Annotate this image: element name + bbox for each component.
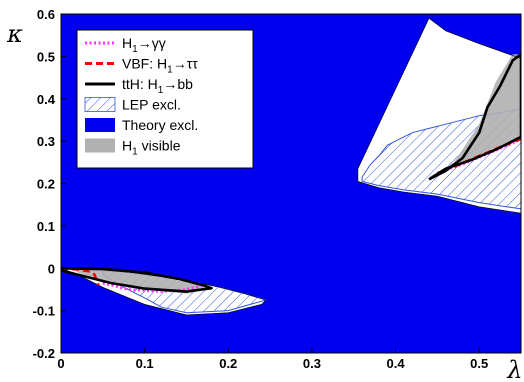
h1-visible-region-upper [429,54,521,178]
series-line-0-segment-0 [102,281,204,293]
legend-entry: H1→γγ [85,35,166,55]
x-tick-label: 0 [57,356,64,371]
legend-label-subscript: 1 [132,44,138,55]
legend-label: Theory excl. [122,117,198,133]
x-tick-label: 0.5 [470,356,488,371]
plot-area [61,14,521,353]
y-axis-label: κ [6,20,23,48]
y-tick-label: -0.1 [33,304,55,319]
legend-swatch-box [85,118,115,132]
y-tick-label: 0 [48,261,55,276]
legend-swatch-box [84,97,116,112]
legend-label-subscript: 1 [167,65,173,76]
series-line-2-segment-0 [61,267,213,293]
legend-label-rest: →ττ [173,56,199,72]
legend-label-main: Theory excl. [122,117,198,133]
y-tick-label: 0.1 [37,219,55,234]
legend-label-main: ttH: H [122,76,158,92]
y-tick-label: -0.2 [33,346,55,361]
legend-label-main: H [122,35,132,51]
series-line-2-segment-1 [428,53,521,181]
legend-entry: ttH: H1→bb [85,76,193,96]
legend-label-main: LEP excl. [122,97,181,113]
legend-entry: LEP excl. [84,97,181,113]
legend-label: H1 visible [122,138,181,158]
h1-visible-region-lower [73,268,212,294]
legend-swatch-box [85,138,115,153]
y-tick-label: 0.2 [37,177,55,192]
legend-label: H1→γγ [122,35,166,55]
legend-entry: Theory excl. [85,117,198,133]
legend-entry: H1 visible [85,138,181,158]
legend-entry: VBF: H1→ττ [85,56,198,76]
y-tick-label: 0.6 [37,7,55,22]
allowed-outline-upper [357,17,521,214]
legend-label-main: VBF: H [122,56,167,72]
x-tick-label: 0.1 [136,356,154,371]
y-tick-label: 0.3 [37,134,55,149]
legend-label-main: H [122,138,132,154]
y-tick-label: 0.5 [37,49,55,64]
x-tick-label: 0.4 [387,356,406,371]
y-tick-label: 0.4 [37,92,56,107]
legend-label-rest: →γγ [138,35,166,51]
x-axis-label: λ [506,356,522,382]
legend-label: VBF: H1→ττ [122,56,198,76]
x-tick-label: 0.3 [303,356,321,371]
legend-label: LEP excl. [122,97,181,113]
legend-label-subscript: 1 [158,85,164,96]
legend-label: ttH: H1→bb [122,76,193,96]
axes: 0 0.1 0.2 0.3 0.4 0.5 -0.2 -0.1 0 0.1 0.2 0.3 0.4 0.5… [6,7,522,382]
legend-label-rest: visible [138,138,181,154]
legend-label-rest: →bb [163,76,193,92]
legend-label-subscript: 1 [132,147,138,158]
x-tick-label: 0.2 [219,356,237,371]
